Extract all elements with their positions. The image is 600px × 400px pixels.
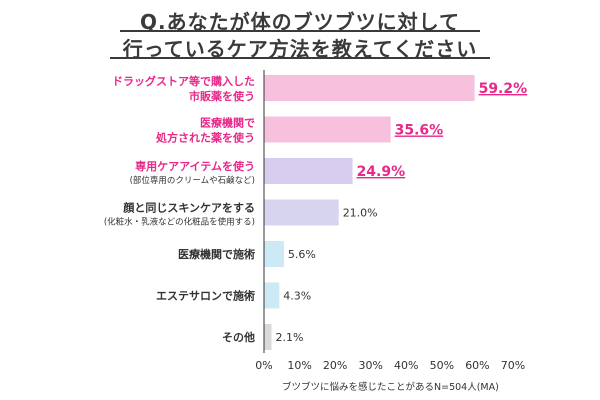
category-label: ドラッグストア等で購入した <box>112 74 255 88</box>
x-tick-label: 30% <box>358 359 382 372</box>
category-label: 処方された薬を使う <box>155 131 255 145</box>
category-label: 医療機関で施術 <box>178 247 255 261</box>
x-tick-label: 40% <box>394 359 418 372</box>
bar <box>264 241 284 267</box>
x-tick-label: 70% <box>501 359 525 372</box>
category-label: 顔と同じスキンケアをする <box>122 201 255 215</box>
data-label: 35.6% <box>395 123 444 139</box>
x-tick-label: 20% <box>323 359 347 372</box>
data-label: 5.6% <box>288 248 316 261</box>
category-label: エステサロンで施術 <box>156 289 255 303</box>
bar <box>264 158 353 184</box>
category-label: (部位専用のクリームや石鹸など) <box>130 175 255 186</box>
x-tick-label: 50% <box>430 359 454 372</box>
data-label: 59.2% <box>479 81 528 97</box>
category-label: その他 <box>222 330 255 344</box>
category-label: 専用ケアアイテムを使う <box>135 159 255 173</box>
data-label: 24.9% <box>357 164 406 180</box>
title-underline-1 <box>120 30 480 32</box>
bar <box>264 282 280 309</box>
x-tick-label: 60% <box>465 359 489 372</box>
bar <box>264 116 391 143</box>
data-label: 21.0% <box>343 207 378 220</box>
x-tick-label: 0% <box>255 359 272 372</box>
data-label: 4.3% <box>283 290 311 303</box>
bar <box>264 75 475 101</box>
category-label: (化粧水・乳液などの化粧品を使用する) <box>104 217 255 228</box>
bar <box>264 324 272 350</box>
title-underline-2 <box>110 57 490 59</box>
x-tick-label: 10% <box>287 359 311 372</box>
category-label: 医療機関で <box>200 116 255 130</box>
bar <box>264 199 339 226</box>
footnote: ブツブツに悩みを感じたことがあるN=504人(MA) <box>282 382 499 393</box>
data-label: 2.1% <box>275 331 303 344</box>
category-label: 市販薬を使う <box>189 89 255 103</box>
